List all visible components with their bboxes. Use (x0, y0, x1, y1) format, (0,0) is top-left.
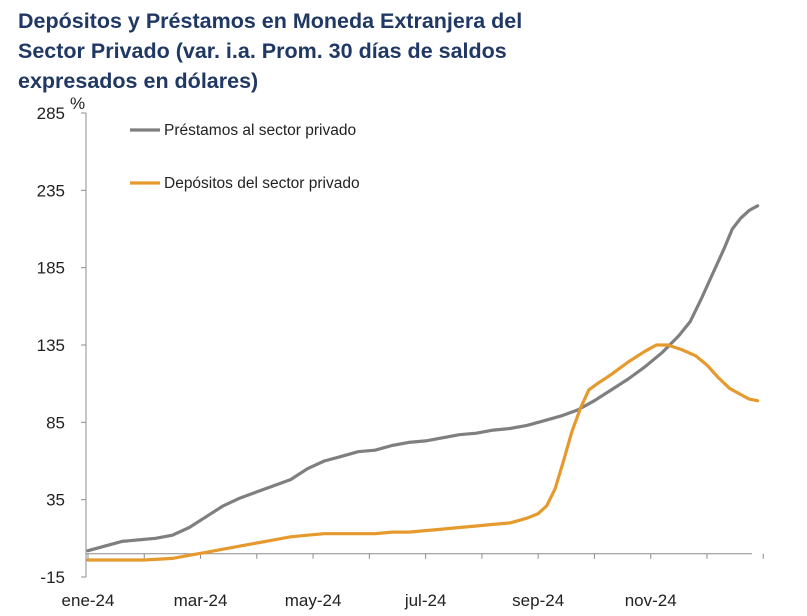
x-tick-label: ene-24 (62, 591, 115, 610)
x-tick-label: jul-24 (404, 591, 447, 610)
y-tick-label: 285 (37, 104, 65, 123)
chart-title: Depósitos y Préstamos en Moneda Extranje… (18, 6, 618, 96)
legend-label-0: Préstamos al sector privado (164, 122, 356, 139)
y-tick-label: 185 (37, 259, 65, 278)
series-line-1 (86, 343, 760, 562)
y-axis-tick-labels: -15 35 85 135 185 235 285 (37, 104, 65, 587)
legend-label-1: Depósitos del sector privado (164, 175, 360, 192)
y-tick-label: 85 (46, 413, 65, 432)
y-tick-label: 135 (37, 336, 65, 355)
x-tick-label: may-24 (285, 591, 342, 610)
x-tick-label: sep-24 (512, 591, 564, 610)
chart-legend: Préstamos al sector privado Depósitos del… (130, 122, 360, 192)
y-tick-label: 35 (46, 491, 65, 510)
series-line-0 (86, 204, 760, 553)
chart-title-line-1: Depósitos y Préstamos en Moneda Extranje… (18, 9, 523, 33)
chart-title-line-2: Sector Privado (var. i.a. Prom. 30 días … (18, 39, 507, 63)
x-tick-label: mar-24 (174, 591, 228, 610)
x-axis-tick-labels: ene-24 mar-24 may-24 jul-24 sep-24 nov-24 (62, 591, 677, 610)
series-layer (86, 204, 760, 562)
y-tick-label: -15 (40, 568, 65, 587)
y-axis-unit-label: % (70, 94, 85, 113)
chart-title-line-3: expresados en dólares) (18, 69, 259, 93)
x-tick-label: nov-24 (625, 591, 677, 610)
y-tick-label: 235 (37, 181, 65, 200)
